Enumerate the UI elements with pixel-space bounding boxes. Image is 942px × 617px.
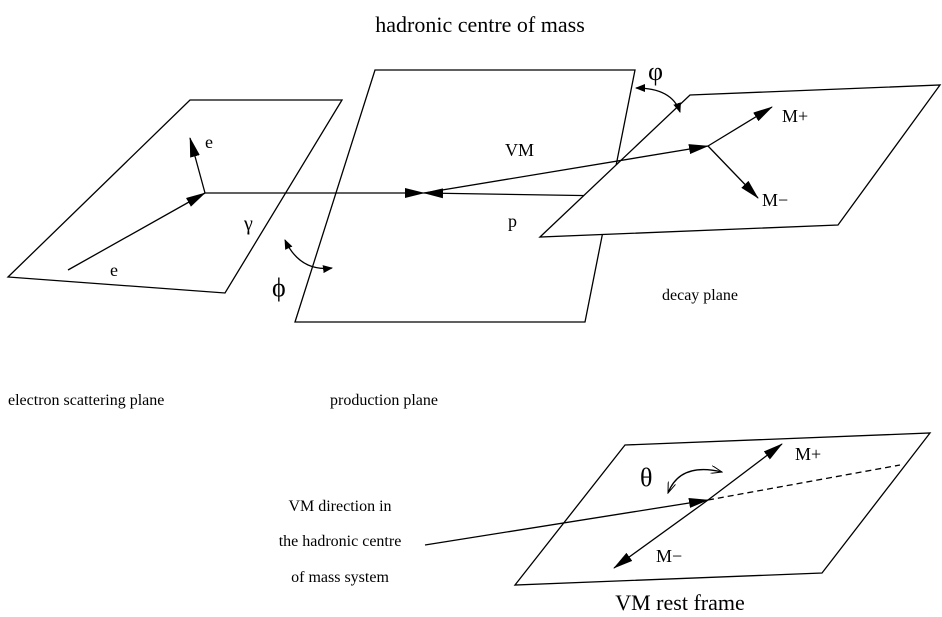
electron-plane	[6, 99, 344, 294]
vm-direction-line	[424, 498, 709, 546]
label: p	[508, 211, 517, 231]
plane-label: VM rest frame	[615, 590, 745, 615]
outgoing-electron	[189, 137, 206, 194]
annotation: the hadronic centre	[279, 533, 402, 550]
label: M+	[782, 106, 808, 126]
label: e	[110, 260, 118, 280]
label: M−	[762, 190, 788, 210]
plane-label: production plane	[330, 392, 438, 409]
m-minus-arrow	[707, 145, 759, 199]
vm-line	[423, 144, 709, 194]
label: θ	[640, 463, 652, 492]
label: φ	[648, 57, 663, 86]
proton-line	[423, 188, 613, 199]
label: ϕ	[272, 273, 286, 302]
label: γ	[243, 213, 253, 235]
title: hadronic centre of mass	[375, 12, 585, 37]
phi-arc	[635, 84, 681, 113]
vm-direction-extension	[707, 464, 901, 501]
plane-label: decay plane	[662, 287, 738, 304]
m-plus-arrow	[707, 106, 773, 147]
label: M+	[795, 444, 821, 464]
label: e	[205, 132, 213, 152]
plane-label: electron scattering plane	[8, 392, 164, 409]
production-plane	[294, 69, 636, 323]
theta-arc	[667, 470, 722, 493]
phi-small-arc	[284, 239, 333, 274]
decay-plane	[538, 84, 942, 238]
rest-frame-plane	[513, 432, 932, 586]
annotation: of mass system	[291, 569, 389, 586]
label: M−	[656, 546, 682, 566]
incoming-electron	[67, 192, 206, 271]
label: VM	[505, 140, 534, 160]
annotation: VM direction in	[288, 498, 391, 515]
rest-m-minus-arrow	[613, 499, 709, 569]
